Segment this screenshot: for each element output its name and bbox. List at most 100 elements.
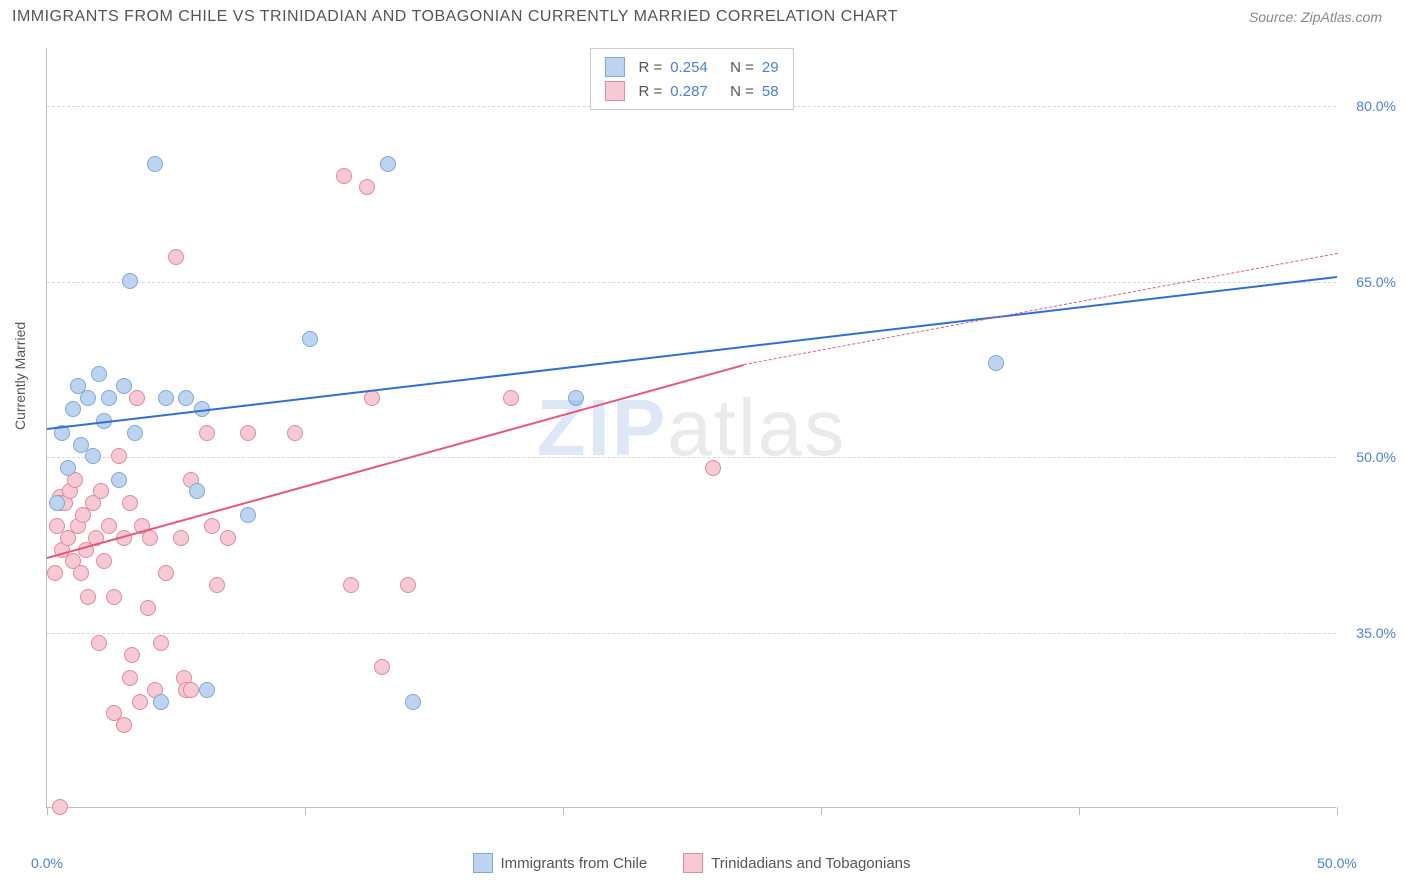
chart-title: IMMIGRANTS FROM CHILE VS TRINIDADIAN AND… [12,8,898,26]
n-value-b: 58 [762,83,779,100]
data-point [127,425,143,441]
data-point [122,495,138,511]
y-tick-label: 50.0% [1344,449,1396,465]
x-tick [563,807,564,815]
x-tick [821,807,822,815]
r-value-b: 0.287 [670,83,708,100]
x-tick [305,807,306,815]
data-point [374,659,390,675]
series-a-name: Immigrants from Chile [500,855,647,872]
x-tick [47,807,48,815]
data-point [93,483,109,499]
data-point [132,694,148,710]
data-point [91,366,107,382]
n-label: N = [722,83,754,100]
data-point [199,425,215,441]
data-point [96,553,112,569]
data-point [73,437,89,453]
data-point [73,565,89,581]
data-point [178,390,194,406]
legend-row-a: R = 0.254 N = 29 [604,55,778,79]
x-tick-label: 0.0% [31,855,63,871]
data-point [153,694,169,710]
x-tick [1079,807,1080,815]
x-tick-label: 50.0% [1317,855,1357,871]
data-point [705,460,721,476]
data-point [122,670,138,686]
data-point [101,518,117,534]
data-point [91,635,107,651]
n-label: N = [722,59,754,76]
data-point [116,717,132,733]
series-a-swatch-icon [472,853,492,873]
data-point [111,448,127,464]
data-point [189,483,205,499]
data-point [503,390,519,406]
data-point [116,378,132,394]
series-b-swatch-icon [604,81,624,101]
data-point [158,390,174,406]
data-point [49,495,65,511]
data-point [140,600,156,616]
series-a-swatch-icon [604,57,624,77]
r-label: R = [638,59,662,76]
data-point [209,577,225,593]
series-b-name: Trinidadians and Tobagonians [711,855,910,872]
data-point [106,589,122,605]
data-point [129,390,145,406]
legend-item-b: Trinidadians and Tobagonians [683,853,910,873]
data-point [52,799,68,815]
series-legend: Immigrants from Chile Trinidadians and T… [472,853,910,873]
data-point [173,530,189,546]
data-point [240,507,256,523]
data-point [122,273,138,289]
data-point [168,249,184,265]
chart-header: IMMIGRANTS FROM CHILE VS TRINIDADIAN AND… [0,0,1406,34]
r-value-a: 0.254 [670,59,708,76]
trend-line [47,364,744,559]
legend-row-b: R = 0.287 N = 58 [604,79,778,103]
data-point [142,530,158,546]
series-b-swatch-icon [683,853,703,873]
data-point [183,682,199,698]
r-label: R = [638,83,662,100]
data-point [405,694,421,710]
n-value-a: 29 [762,59,779,76]
data-point [400,577,416,593]
data-point [199,682,215,698]
data-point [336,168,352,184]
data-point [302,331,318,347]
data-point [988,355,1004,371]
gridline [47,457,1336,458]
data-point [147,156,163,172]
data-point [111,472,127,488]
legend-item-a: Immigrants from Chile [472,853,647,873]
trend-line-extrapolated [744,253,1338,365]
data-point [359,179,375,195]
data-point [380,156,396,172]
data-point [153,635,169,651]
data-point [47,565,63,581]
correlation-legend: R = 0.254 N = 29 R = 0.287 N = 58 [589,48,793,110]
data-point [60,460,76,476]
data-point [568,390,584,406]
gridline [47,282,1336,283]
data-point [158,565,174,581]
source-label: Source: ZipAtlas.com [1249,9,1382,25]
gridline [47,633,1336,634]
data-point [204,518,220,534]
x-tick [1337,807,1338,815]
data-point [80,390,96,406]
trend-line [47,276,1337,430]
data-point [124,647,140,663]
data-point [343,577,359,593]
data-point [220,530,236,546]
data-point [65,401,81,417]
y-axis-label: Currently Married [12,322,28,430]
y-tick-label: 65.0% [1344,274,1396,290]
y-tick-label: 35.0% [1344,625,1396,641]
data-point [240,425,256,441]
data-point [85,448,101,464]
scatter-chart: R = 0.254 N = 29 R = 0.287 N = 58 ZIPatl… [46,48,1336,808]
data-point [101,390,117,406]
